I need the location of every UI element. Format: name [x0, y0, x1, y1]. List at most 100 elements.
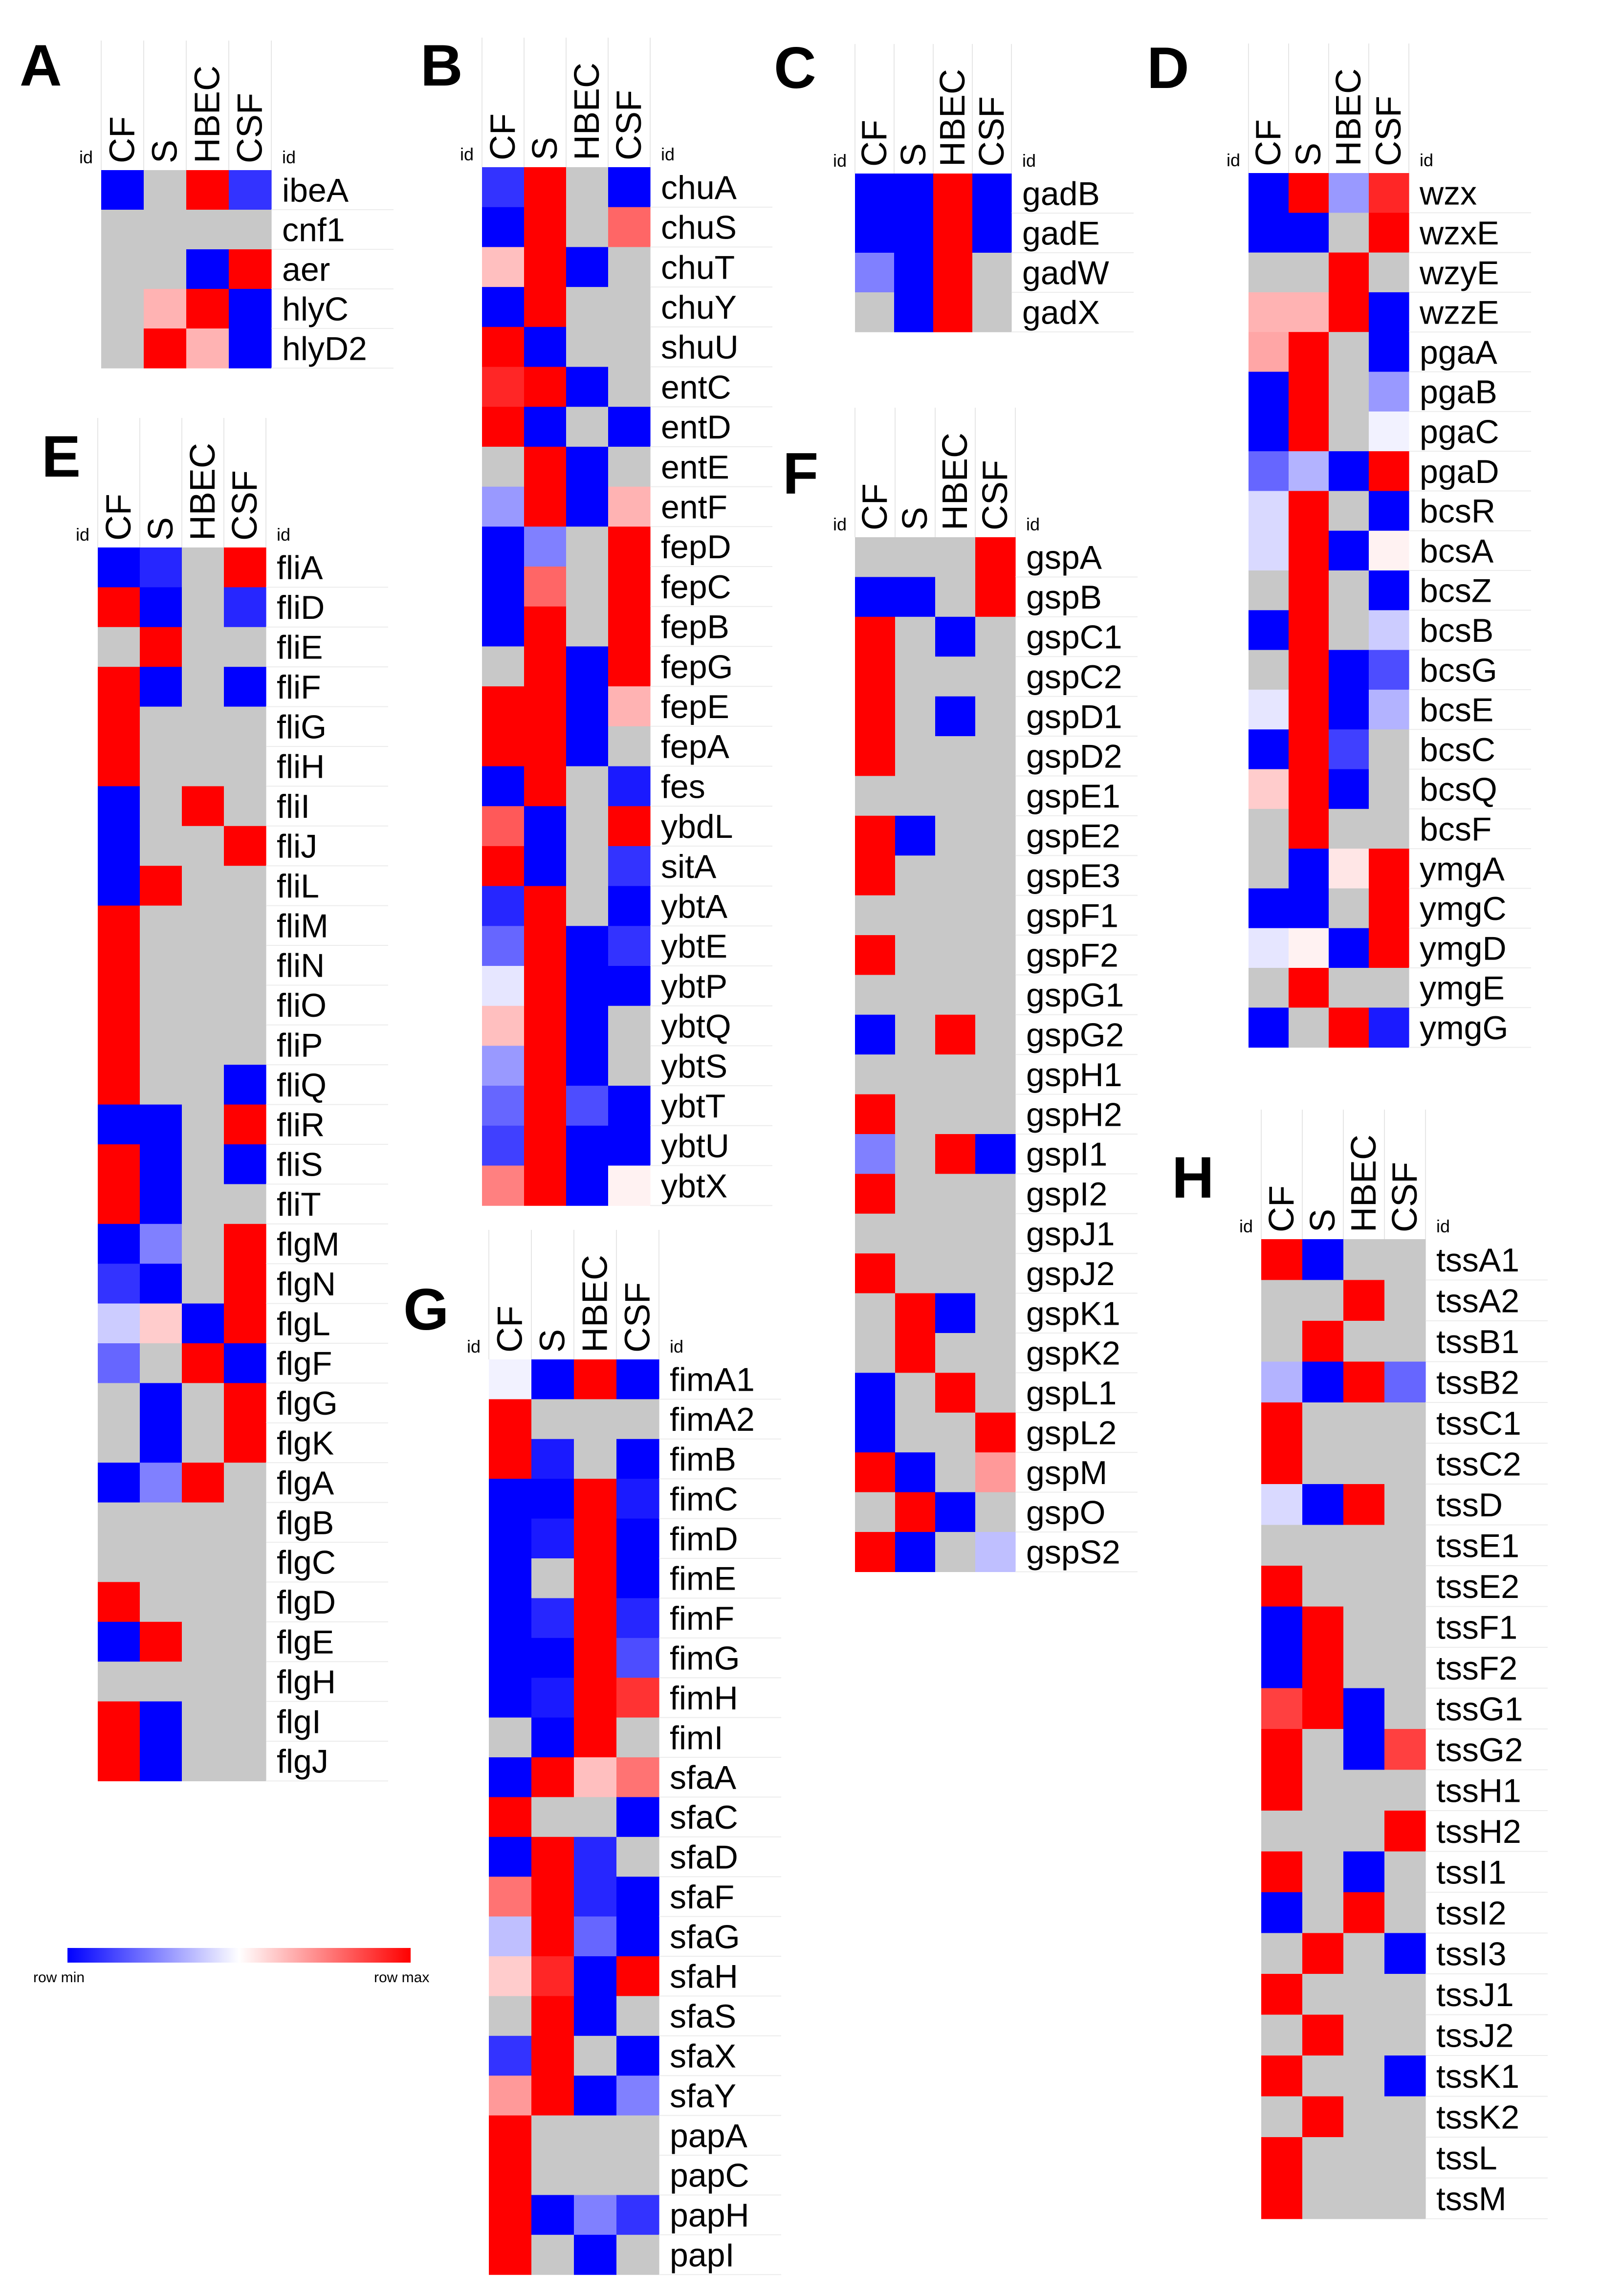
heatmap-cell	[1289, 689, 1329, 730]
heatmap-cell	[1384, 1280, 1426, 1321]
heatmap-cell	[1369, 411, 1409, 452]
heatmap-cell	[935, 895, 976, 936]
heatmap-cell	[144, 328, 187, 369]
heatmap-cell	[1329, 411, 1369, 452]
gene-label: fimH	[670, 1680, 738, 1717]
heatmap-cell	[975, 1452, 1016, 1493]
heatmap-cell	[1249, 888, 1289, 929]
heatmap-cell	[489, 1877, 532, 1917]
heatmap-cell	[1261, 1974, 1303, 2015]
heatmap-cell	[1343, 1974, 1385, 2015]
heatmap-cell	[855, 1174, 896, 1214]
gene-label: flgL	[277, 1305, 330, 1342]
heatmap-cell	[574, 1916, 617, 1957]
heatmap-cell	[1384, 1974, 1426, 2015]
gene-label: bcsF	[1420, 810, 1491, 848]
heatmap-cell	[1289, 292, 1329, 332]
heatmap-cell	[140, 1025, 182, 1065]
gene-label: gadB	[1022, 175, 1100, 213]
gene-label: ybtE	[661, 928, 727, 965]
heatmap-cell	[1249, 292, 1289, 332]
heatmap-cell	[895, 1333, 936, 1373]
heatmap-cell	[98, 786, 140, 827]
heatmap-cell	[935, 1094, 976, 1135]
heatmap-cell	[140, 1582, 182, 1622]
heatmap-cell	[855, 935, 896, 975]
heatmap-cell	[182, 1144, 224, 1184]
heatmap-cell	[98, 945, 140, 985]
heatmap-cell	[1343, 1239, 1385, 1281]
heatmap-cell	[531, 1916, 574, 1957]
heatmap-cell	[1302, 1402, 1344, 1444]
heatmap-cell	[531, 1518, 574, 1559]
heatmap-cell	[566, 926, 609, 966]
heatmap-cell	[1289, 372, 1329, 412]
heatmap-cell	[1249, 729, 1289, 770]
heatmap-cell	[1329, 888, 1369, 929]
heatmap-cell	[224, 826, 266, 866]
heatmap-cell	[972, 174, 1012, 214]
heatmap-cell	[101, 170, 144, 210]
heatmap-cell	[566, 247, 609, 287]
heatmap-cell	[482, 1086, 525, 1126]
heatmap-cell	[98, 1701, 140, 1742]
gene-label: tssF2	[1436, 1650, 1517, 1687]
heatmap-cell	[182, 587, 224, 628]
heatmap-cell	[616, 1359, 659, 1399]
heatmap-cell	[140, 1184, 182, 1225]
heatmap-cell	[1369, 928, 1409, 968]
heatmap-cell	[140, 1741, 182, 1781]
heatmap-cell	[229, 289, 272, 329]
heatmap-cell	[975, 1054, 1016, 1095]
heatmap-cell	[1302, 1566, 1344, 1607]
heatmap-cell	[972, 253, 1012, 293]
heatmap-cell	[140, 905, 182, 946]
gene-label: sfaG	[670, 1918, 740, 1955]
heatmap-cell	[933, 292, 973, 332]
heatmap-cell	[855, 213, 895, 253]
heatmap-cell	[182, 1662, 224, 1702]
heatmap-cell	[482, 806, 525, 847]
heatmap-cell	[855, 1014, 896, 1055]
heatmap-cell	[98, 1264, 140, 1304]
heatmap-cell	[140, 706, 182, 747]
heatmap-cell	[855, 1373, 896, 1413]
heatmap-cell	[894, 213, 934, 253]
heatmap-cell	[98, 1065, 140, 1105]
heatmap-cell	[616, 1678, 659, 1718]
heatmap-cell	[1302, 1729, 1344, 1771]
heatmap-cell	[140, 866, 182, 906]
heatmap-cell	[489, 2234, 532, 2275]
heatmap-cell	[1289, 968, 1329, 1008]
heatmap-cell	[224, 1343, 266, 1383]
heatmap-cell	[935, 1412, 976, 1453]
heatmap-cell	[531, 1399, 574, 1440]
heatmap-cell	[182, 985, 224, 1026]
heatmap-cell	[524, 686, 567, 727]
heatmap-cell	[229, 328, 272, 369]
heatmap-cell	[140, 1065, 182, 1105]
heatmap-cell	[935, 1293, 976, 1334]
heatmap-cell	[1384, 1566, 1426, 1607]
heatmap-cell	[482, 207, 525, 247]
heatmap-cell	[1249, 610, 1289, 651]
heatmap-cell	[524, 167, 567, 208]
heatmap-cell	[140, 667, 182, 707]
heatmap-cell	[98, 905, 140, 946]
gene-label: pgaA	[1420, 334, 1497, 371]
gene-label: fliF	[277, 669, 321, 706]
heatmap-cell	[1261, 1402, 1303, 1444]
id-label-left: id	[79, 147, 93, 167]
heatmap-cell	[975, 1293, 1016, 1334]
column-label-csf: CSF	[1385, 1162, 1425, 1232]
column-label-hbec: HBEC	[1344, 1135, 1383, 1232]
heatmap-cell	[482, 846, 525, 887]
gene-label: papC	[670, 2157, 749, 2194]
heatmap-cell	[855, 1253, 896, 1294]
heatmap-cell	[566, 1086, 609, 1126]
heatmap-cell	[975, 616, 1016, 657]
heatmap-cell	[855, 174, 895, 214]
heatmap-cell	[566, 167, 609, 208]
heatmap-cell	[608, 207, 651, 247]
heatmap-cell	[98, 985, 140, 1026]
